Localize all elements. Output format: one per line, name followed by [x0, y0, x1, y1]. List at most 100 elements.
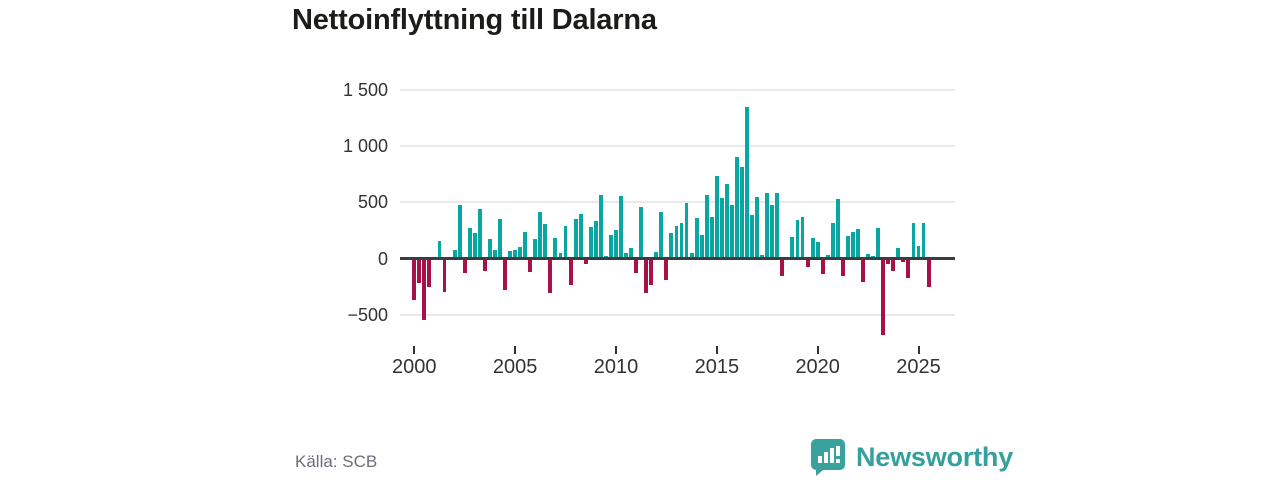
gridline	[400, 313, 955, 316]
zero-axis-line	[400, 257, 955, 260]
data-bar	[845, 236, 850, 259]
data-bar	[891, 258, 896, 272]
data-bar	[921, 223, 926, 259]
data-bar	[619, 196, 623, 259]
data-bar	[876, 227, 881, 259]
data-bar	[588, 227, 593, 259]
x-axis-tick	[615, 346, 617, 354]
data-bar	[457, 204, 462, 259]
data-bar	[825, 255, 830, 259]
x-axis-label: 2000	[392, 356, 437, 378]
gridline	[400, 145, 955, 148]
data-bar	[563, 225, 568, 259]
data-bar	[699, 234, 704, 259]
data-bar	[568, 258, 573, 285]
x-axis-label: 2020	[795, 356, 840, 378]
data-bar	[694, 218, 699, 259]
x-axis-label: 2015	[694, 356, 740, 378]
data-bar	[901, 258, 906, 262]
data-bar	[659, 211, 664, 259]
data-bar	[533, 239, 538, 259]
data-bar	[664, 258, 669, 280]
data-bar	[684, 203, 689, 259]
data-bar	[881, 258, 886, 335]
data-bar	[689, 252, 694, 259]
data-bar	[911, 222, 916, 259]
data-bar	[765, 193, 770, 259]
data-bar	[523, 231, 528, 259]
data-bar	[482, 258, 487, 272]
data-bar	[790, 237, 795, 259]
data-bar	[503, 258, 507, 290]
data-bar	[462, 258, 467, 274]
data-bar	[714, 175, 719, 259]
data-bar	[598, 194, 603, 259]
data-bar	[775, 192, 780, 259]
x-axis-tick	[413, 346, 416, 354]
data-bar	[614, 230, 618, 259]
data-bar	[800, 217, 805, 259]
data-bar	[578, 214, 583, 259]
data-bar	[916, 246, 921, 259]
data-bar	[508, 250, 512, 259]
x-axis-label: 2025	[896, 356, 941, 378]
data-bar	[548, 258, 553, 294]
data-bar	[528, 258, 533, 272]
data-bar	[830, 222, 835, 259]
x-axis-label: 2005	[492, 356, 538, 378]
data-bar	[906, 258, 911, 279]
data-bar	[729, 205, 734, 259]
newsworthy-brand: Newsworthy	[810, 438, 1013, 476]
x-axis-tick	[816, 346, 819, 354]
data-bar	[669, 232, 674, 259]
data-bar	[634, 258, 639, 273]
data-bar	[649, 258, 654, 286]
data-bar	[820, 258, 825, 275]
data-bar	[518, 246, 523, 259]
data-bar	[553, 238, 558, 259]
data-bar	[467, 227, 472, 259]
data-bar	[780, 258, 785, 277]
data-bar	[795, 220, 800, 259]
data-bar	[427, 258, 432, 288]
data-bar	[654, 251, 659, 259]
newsworthy-wordmark: Newsworthy	[856, 441, 1014, 472]
data-bar	[492, 249, 497, 259]
data-bar	[583, 258, 588, 265]
data-bar	[926, 258, 931, 288]
data-bar	[644, 258, 649, 294]
data-bar	[417, 258, 422, 284]
data-bar	[477, 209, 482, 259]
data-bar	[538, 211, 543, 259]
data-bar	[724, 184, 729, 259]
data-bar	[608, 234, 613, 259]
data-bar	[810, 238, 815, 259]
data-bar	[558, 253, 563, 259]
x-axis-tick	[514, 346, 517, 354]
gridline	[400, 201, 955, 204]
data-bar	[442, 258, 447, 292]
source-caption: Källa: SCB	[295, 452, 378, 471]
data-bar	[735, 156, 739, 259]
data-bar	[412, 258, 417, 301]
data-bar	[639, 206, 644, 259]
data-bar	[840, 258, 845, 277]
y-axis-label: 1 500	[342, 79, 388, 100]
data-bar	[755, 196, 760, 259]
data-bar	[543, 223, 548, 259]
data-bar	[437, 240, 442, 259]
data-bar	[719, 198, 724, 259]
data-bar	[886, 258, 891, 264]
data-bar	[896, 248, 901, 259]
y-axis-label: 500	[357, 192, 388, 213]
data-bar	[740, 167, 744, 259]
data-bar	[815, 241, 820, 259]
data-bar	[573, 219, 578, 259]
data-bar	[629, 248, 634, 259]
data-bar	[805, 258, 810, 268]
data-bar	[704, 194, 709, 259]
y-axis-label: −500	[347, 304, 388, 325]
newsworthy-logo-icon	[810, 438, 846, 476]
